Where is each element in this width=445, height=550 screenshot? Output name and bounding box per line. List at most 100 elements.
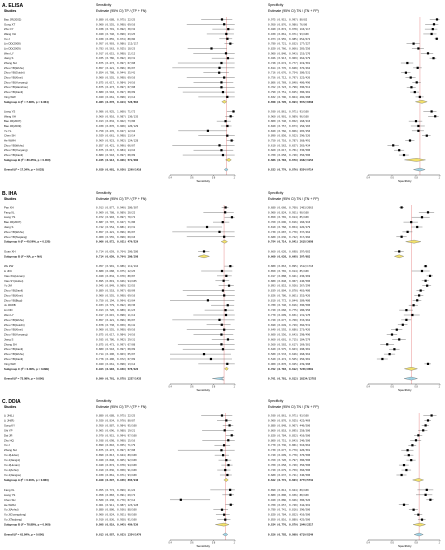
specificity-estimate-text: 0.975 (0.915, 0.997) 80/82 <box>268 17 308 21</box>
specificity-header: Specificity <box>268 191 284 195</box>
study-name: Wen LY <box>4 313 14 317</box>
sensitivity-point-marker <box>223 429 226 432</box>
sensitivity-subgroup-diamond <box>223 478 229 482</box>
sensitivity-estimate-text: 0.913 (0.877, 0.940) 280/307 <box>96 205 139 209</box>
sensitivity-estimate-text: 0.714 (0.659, 0.764) 200/280 <box>96 254 139 258</box>
specificity-point-marker <box>412 508 415 511</box>
sensitivity-estimate-text: 0.920 (0.834, 0.970) 80/87 <box>96 418 136 422</box>
specificity-estimate-text: 0.973 (0.955, 0.985) 654/672 <box>268 37 311 41</box>
sensitivity-tick-label: 0.4 <box>169 386 173 389</box>
specificity-estimate-text: 0.780 (0.740, 0.816) 390/500 <box>268 303 311 307</box>
sensitivity-estimate-text: 0.750 (0.194, 0.994) 03/04 <box>96 298 136 302</box>
specificity-estimate-text: 0.520 (0.474, 0.565) 250/481 <box>268 357 311 361</box>
specificity-estimate-text: 0.810 (0.772, 0.844) 389/480 <box>268 298 311 302</box>
subgroup-label: Subgroup C (I² = 0.00%, p = 0.899) <box>4 367 49 371</box>
sensitivity-header: Sensitivity <box>96 399 112 403</box>
specificity-point-marker <box>406 230 409 233</box>
sensitivity-estimate-text: 0.899 (0.810, 0.955) 71/79 <box>96 443 136 447</box>
specificity-tick-label: 1 <box>439 542 441 545</box>
sensitivity-subgroup-diamond <box>215 522 230 527</box>
sensitivity-estimate-text: 0.875 (0.473, 0.997) 07/08 <box>96 342 136 346</box>
specificity-estimate-text: 0.690 (0.649, 0.729) 366/531 <box>268 323 311 327</box>
specificity-tick-label: 1 <box>439 386 441 389</box>
specificity-estimate-text: 0.850 (0.816, 0.880) 425/500 <box>268 518 311 522</box>
sensitivity-tick-label: 0.6 <box>190 177 194 180</box>
specificity-column-header: Estimate (95% CI) TN / (TN + FP) <box>268 405 319 409</box>
specificity-subgroup-diamond <box>404 367 419 371</box>
specificity-estimate-text: 0.780 (0.741, 0.816) 390/500 <box>268 508 311 512</box>
specificity-overall-diamond <box>413 167 426 172</box>
specificity-point-marker <box>417 434 420 437</box>
specificity-point-marker <box>400 206 403 209</box>
panel-title: C. DDIA <box>2 399 21 405</box>
sensitivity-point-marker <box>224 211 227 214</box>
study-name: Bao JR(2007) <box>4 220 21 224</box>
study-name: Li JFC <box>4 269 12 273</box>
sensitivity-point-marker <box>227 463 230 467</box>
specificity-column-header: Estimate (95% CI) TN / (TN + FP) <box>268 9 319 13</box>
specificity-point-marker <box>430 414 433 417</box>
study-name: He WWH <box>4 503 16 507</box>
sensitivity-estimate-text: 0.970 (0.915, 0.994) 97/100 <box>96 433 137 437</box>
sensitivity-estimate-text: 0.900 (0.555, 0.998) 09/10 <box>96 76 136 80</box>
subgroup-label: Subgroup A (I² = 0.00%, p = 0.860) <box>4 478 49 482</box>
study-name: Shi YP <box>4 428 13 432</box>
specificity-point-marker <box>386 343 389 346</box>
specificity-subgroup-diamond <box>412 478 425 482</box>
study-name: Zhou YB(Hanshou) <box>4 85 28 89</box>
sensitivity-estimate-text: 0.875 (0.473, 0.997) 07/08 <box>96 85 136 89</box>
sensitivity-column-header: Estimate (95% CI) TP / (TP + FN) <box>96 9 146 13</box>
study-name: Zhou YB(Wuhu) <box>4 352 24 356</box>
sensitivity-point-marker <box>220 323 223 326</box>
sensitivity-point-marker <box>220 449 223 452</box>
study-name: Pan XH <box>4 205 14 209</box>
study-name: Xu J <box>4 37 10 41</box>
sensitivity-estimate-text: 0.887 (0.797, 0.947) 71/80 <box>96 220 136 224</box>
study-name: Bao JR(2009) <box>4 124 21 128</box>
specificity-estimate-text: 0.770 (0.736, 0.801) 510/662 <box>268 443 311 447</box>
specificity-estimate-text: 0.940 (0.874, 0.978) 110/117 <box>268 27 311 31</box>
study-name: Fang XL <box>4 488 15 492</box>
sensitivity-point-marker <box>224 206 227 209</box>
sensitivity-point-marker <box>218 144 221 147</box>
sensitivity-point-marker <box>223 513 226 516</box>
sensitivity-estimate-text: 0.929 (0.661, 0.998) 13/14 <box>96 362 136 366</box>
specificity-estimate-text: 0.826 (0.786, 0.861) 352/426 <box>268 293 311 297</box>
sensitivity-point-marker <box>220 333 223 336</box>
specificity-estimate-text: 0.893 (0.852, 0.926) 267/299 <box>268 284 311 288</box>
specificity-header: Specificity <box>268 399 284 403</box>
sensitivity-point-marker <box>227 284 231 287</box>
sensitivity-estimate-text: 0.714 (0.659, 0.764) 200/280 <box>96 249 139 253</box>
sensitivity-subgroup-diamond <box>197 254 210 259</box>
sensitivity-estimate-text: 0.903 (0.878, 0.924) 728/804 <box>96 100 139 104</box>
specificity-point-marker <box>395 328 398 331</box>
specificity-point-marker <box>413 90 416 94</box>
specificity-estimate-text: 0.850 (0.765, 0.914) 85/100 <box>268 215 309 219</box>
sensitivity-overall-diamond <box>222 532 228 537</box>
specificity-point-marker <box>410 86 413 89</box>
study-name: Zhu CY <box>4 27 14 31</box>
sensitivity-point-marker <box>226 304 229 307</box>
specificity-estimate-text: 0.700 (0.658, 0.740) 350/500 <box>268 153 311 157</box>
sensitivity-estimate-text: 0.895 (0.819, 0.946) 94/105 <box>96 279 137 283</box>
sensitivity-point-marker <box>224 309 227 312</box>
specificity-point-marker <box>424 493 427 496</box>
study-name: Xu J(Jiangsu) <box>4 473 21 477</box>
specificity-header: Specificity <box>268 3 284 7</box>
specificity-estimate-text: 0.820 (0.757, 0.873) 150/183 <box>268 124 311 128</box>
specificity-tick-label: 0.8 <box>415 177 419 180</box>
sensitivity-estimate-text: 0.900 (0.555, 0.998) 09/10 <box>96 328 136 332</box>
study-name: Zhou YB(Taojiang) <box>4 235 27 239</box>
specificity-estimate-text: 0.839 (0.804, 0.870) 403/480 <box>268 289 311 293</box>
specificity-point-marker <box>401 323 404 326</box>
sensitivity-axis-label: Sensitivity <box>197 179 211 183</box>
study-name: Zhou YB(Xinzi) <box>4 76 23 80</box>
specificity-estimate-text: 0.660 (0.620, 0.698) 397/602 <box>268 249 311 253</box>
specificity-estimate-text: 0.780 (0.721, 0.832) 177/227 <box>268 42 311 46</box>
specificity-estimate-text: 0.720 (0.660, 0.775) 180/250 <box>268 308 311 312</box>
sensitivity-estimate-text: 0.889 (0.518, 0.997) 08/09 <box>96 289 136 293</box>
specificity-point-marker <box>420 216 424 219</box>
specificity-estimate-text: 0.810 (0.760, 0.854) 226/279 <box>268 225 311 229</box>
sensitivity-estimate-text: 0.889 (0.518, 0.997) 08/09 <box>96 90 136 94</box>
sensitivity-point-marker <box>220 18 224 21</box>
